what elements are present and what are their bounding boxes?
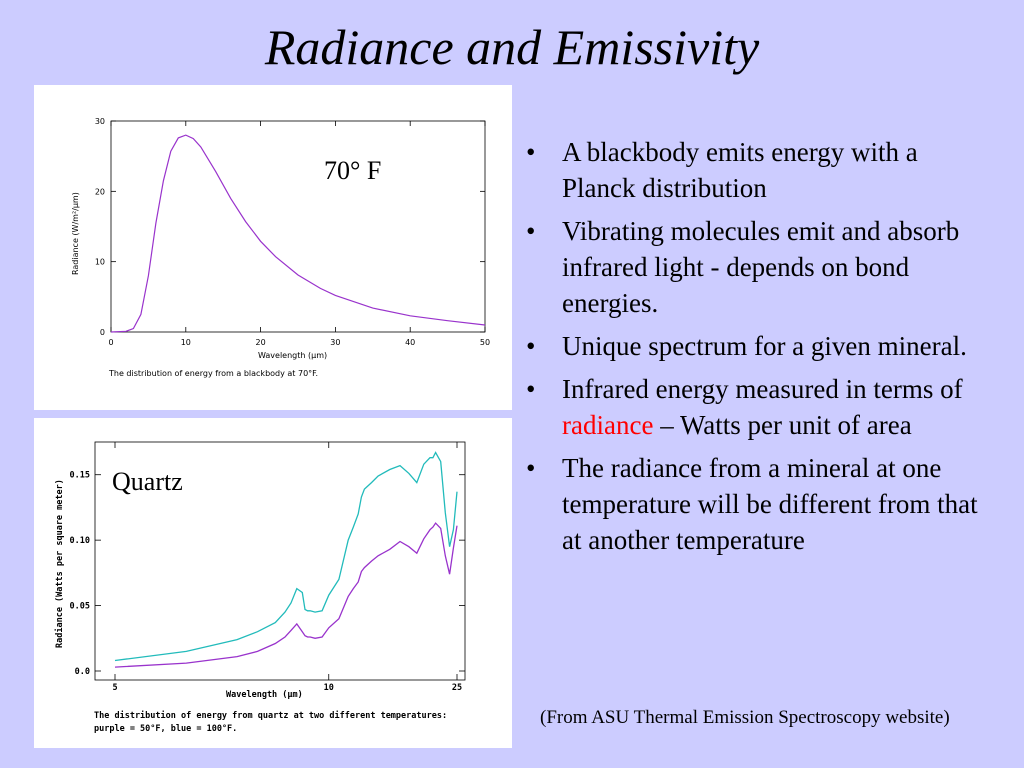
chart-caption: The distribution of energy from a blackb… — [108, 369, 318, 378]
blackbody-chart-panel: 0 10 20 30 40 50 0 10 20 30 70° F Wavelength (μm)… — [34, 85, 512, 410]
y-axis-label: Radiance (W/m²/μm) — [71, 192, 80, 275]
bullet-item: The radiance from a mineral at one tempe… — [522, 450, 992, 558]
x-tick-label: 25 — [452, 683, 462, 693]
blackbody-chart: 0 10 20 30 40 50 0 10 20 30 70° F Wavelength (μm)… — [71, 117, 490, 378]
x-tick-label: 20 — [256, 338, 266, 347]
plot-frame — [110, 120, 486, 333]
y-tick-label: 0.15 — [70, 471, 90, 481]
x-tick-label: 50 — [480, 338, 490, 347]
plot-frame — [94, 441, 466, 681]
quartz-100f-curve — [114, 451, 458, 662]
mineral-annotation: Quartz — [112, 467, 183, 496]
x-tick-label: 0 — [108, 338, 113, 347]
x-tick-label: 5 — [112, 683, 117, 693]
y-tick-label: 10 — [95, 258, 105, 267]
quartz-50f-curve — [114, 522, 458, 668]
bullet-item: A blackbody emits energy with a Planck d… — [522, 134, 992, 206]
x-axis-label: Wavelength (μm) — [226, 690, 303, 700]
planck-curve — [110, 134, 486, 333]
y-tick-label: 0.05 — [70, 602, 90, 612]
y-tick-label: 0.0 — [75, 667, 90, 677]
chart-caption-line1: The distribution of energy from quartz a… — [94, 710, 447, 721]
x-tick-label: 30 — [330, 338, 340, 347]
y-axis-label: Radiance (Watts per square meter) — [54, 479, 65, 648]
bullet-text: – Watts per unit of area — [653, 410, 912, 440]
radiance-highlight: radiance — [562, 410, 654, 440]
bullet-item: Unique spectrum for a given mineral. — [522, 328, 992, 364]
y-tick-label: 30 — [95, 117, 105, 126]
source-citation: (From ASU Thermal Emission Spectroscopy … — [540, 707, 950, 728]
quartz-chart: 5 10 25 0.0 0.05 0.10 0.15 Quartz Wavelength (… — [54, 441, 466, 734]
y-tick-label: 0 — [100, 328, 105, 337]
bullet-text: Infrared energy measured in terms of — [562, 374, 963, 404]
quartz-chart-panel: 5 10 25 0.0 0.05 0.10 0.15 Quartz Wavelength (… — [34, 418, 512, 748]
x-axis-label: Wavelength (μm) — [258, 351, 327, 360]
y-tick-label: 20 — [95, 187, 105, 196]
bullet-item: Infrared energy measured in terms of rad… — [522, 371, 992, 443]
chart-caption-line2: purple = 50°F, blue = 100°F. — [94, 724, 237, 734]
x-tick-label: 10 — [324, 683, 334, 693]
bullet-item: Vibrating molecules emit and absorb infr… — [522, 213, 992, 321]
slide-title: Radiance and Emissivity — [264, 19, 760, 75]
x-tick-label: 10 — [181, 338, 191, 347]
temperature-annotation: 70° F — [324, 156, 381, 185]
x-tick-label: 40 — [405, 338, 415, 347]
bullet-list: A blackbody emits energy with a Planck d… — [522, 134, 992, 565]
y-tick-label: 0.10 — [70, 536, 90, 546]
